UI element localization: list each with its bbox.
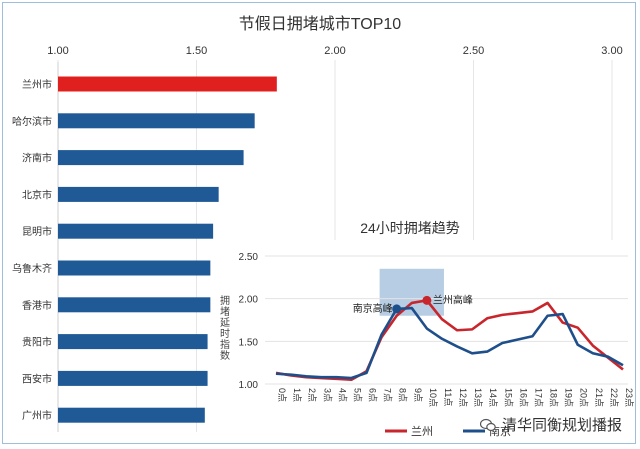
x-tick-label: 20点	[579, 388, 589, 407]
x-tick-label: 21点	[594, 388, 604, 407]
x-tick-label: 3点	[322, 388, 332, 402]
category-label: 兰州市	[22, 78, 52, 91]
x-tick-label: 1.00	[47, 45, 68, 57]
wechat-icon	[479, 418, 496, 431]
x-tick-label: 3.00	[601, 45, 622, 57]
x-tick-label: 2.50	[463, 45, 484, 57]
bar	[58, 150, 244, 166]
legend-label: 兰州	[411, 425, 433, 438]
bar	[58, 186, 219, 202]
bar	[58, 297, 211, 313]
category-label: 广州市	[22, 409, 52, 422]
y-tick-label: 2.00	[239, 295, 259, 306]
x-tick-label: 16点	[518, 388, 528, 407]
y-tick-label: 1.50	[239, 337, 259, 348]
category-label: 北京市	[22, 188, 52, 201]
peak-marker	[392, 304, 402, 314]
x-tick-label: 6点	[368, 388, 378, 402]
x-tick-label: 1点	[292, 388, 302, 402]
x-tick-label: 10点	[428, 388, 438, 407]
chart-title: 节假日拥堵城市TOP10	[238, 16, 402, 33]
category-label: 哈尔滨市	[12, 115, 52, 128]
x-tick-label: 22点	[609, 388, 619, 407]
series-line	[275, 299, 624, 382]
category-label: 西安市	[22, 372, 52, 385]
x-tick-label: 15点	[503, 388, 513, 407]
x-tick-label: 0点	[277, 388, 287, 402]
bar	[58, 76, 277, 92]
bar	[58, 260, 211, 276]
peak-annotation: 兰州高峰	[433, 293, 473, 306]
inset-y-axis-label: 拥堵延时指数	[220, 296, 230, 362]
x-tick-label: 14点	[488, 388, 498, 407]
x-tick-label: 7点	[383, 388, 393, 402]
x-tick-label: 19点	[564, 388, 574, 407]
bar	[58, 223, 214, 239]
x-tick-label: 2点	[307, 388, 317, 402]
x-tick-label: 23点	[624, 388, 634, 407]
x-tick-label: 12点	[458, 388, 468, 407]
x-tick-label: 9点	[413, 388, 423, 402]
bar	[58, 407, 205, 423]
x-tick-label: 1.50	[186, 45, 207, 57]
category-label: 乌鲁木齐	[12, 262, 52, 275]
bar	[58, 113, 255, 129]
x-tick-label: 4点	[337, 388, 347, 402]
x-tick-label: 13点	[473, 388, 483, 407]
inset-chart-title: 24小时拥堵趋势	[360, 220, 460, 236]
category-label: 昆明市	[22, 225, 52, 238]
x-tick-label: 8点	[398, 388, 408, 402]
bar	[58, 334, 208, 350]
x-tick-label: 2.00	[324, 45, 345, 57]
x-tick-label: 18点	[549, 388, 559, 407]
watermark-text: 清华同衡规划播报	[501, 417, 622, 434]
y-tick-label: 2.50	[239, 252, 259, 263]
peak-marker	[422, 295, 432, 305]
peak-annotation: 南京高峰	[353, 302, 393, 315]
x-tick-label: 17点	[533, 388, 543, 407]
category-label: 香港市	[22, 299, 52, 312]
category-label: 济南市	[22, 152, 52, 165]
category-label: 贵阳市	[22, 336, 52, 349]
y-tick-label: 1.00	[239, 380, 259, 391]
x-tick-label: 11点	[443, 388, 453, 406]
x-tick-label: 5点	[352, 388, 362, 402]
bar	[58, 370, 208, 386]
watermark: 清华同衡规划播报	[479, 414, 622, 435]
series-line	[275, 306, 624, 380]
